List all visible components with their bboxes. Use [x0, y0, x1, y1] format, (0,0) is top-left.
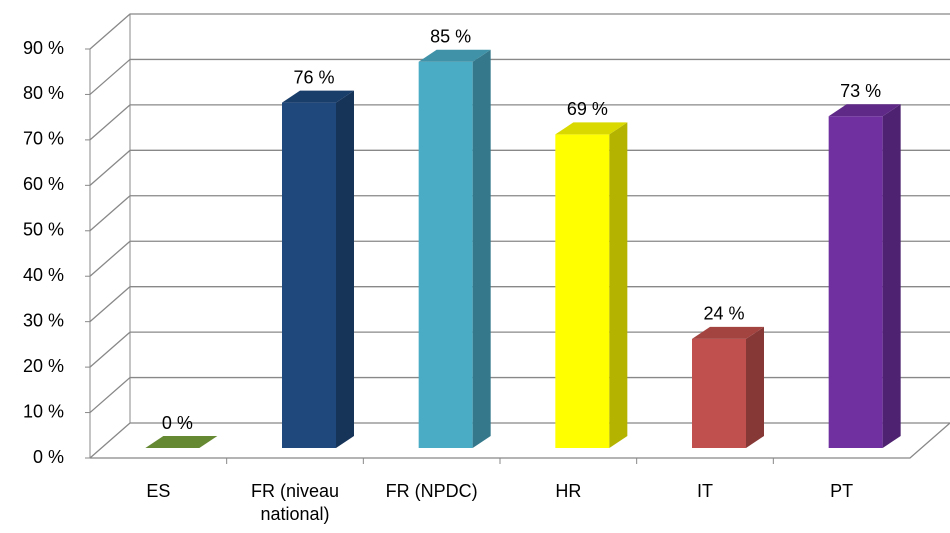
y-tick-label: 0 %: [33, 447, 64, 467]
bar-side: [336, 90, 354, 448]
bar: [418, 49, 491, 448]
bar: [828, 104, 901, 448]
y-tick-label: 90 %: [23, 38, 64, 58]
grid-line: [89, 13, 950, 50]
bar-side: [472, 49, 491, 448]
grid-line: [89, 104, 950, 141]
x-tick-label: HR: [555, 481, 582, 501]
y-tick-label: 20 %: [23, 356, 64, 376]
bar-front: [282, 102, 336, 448]
y-tick-label: 10 %: [23, 401, 64, 421]
value-label: 24 %: [703, 304, 744, 324]
y-tick-label: 30 %: [23, 310, 64, 330]
bar-top: [828, 104, 901, 117]
bar-side: [882, 104, 901, 448]
floor-edge: [90, 422, 950, 459]
value-label: 85 %: [430, 26, 471, 46]
bar-front: [692, 338, 746, 448]
x-tick-label: PT: [830, 481, 854, 501]
bar-top: [282, 90, 354, 103]
bar-top: [555, 122, 628, 135]
x-tick-label: FR (NPDC): [385, 481, 478, 501]
x-tick-label: FR (niveau national): [250, 481, 340, 524]
y-tick-label: 70 %: [23, 129, 64, 149]
y-tick-label: 60 %: [23, 174, 64, 194]
bar-front: [828, 116, 883, 448]
grid-line: [89, 376, 950, 414]
x-tick-label: IT: [697, 481, 713, 501]
bar: [145, 436, 218, 448]
grid-line: [89, 286, 950, 323]
y-tick-label: 80 %: [23, 83, 64, 103]
bar-side: [609, 122, 628, 448]
y-tick-label: 50 %: [23, 220, 64, 240]
value-label: 0 %: [162, 413, 193, 433]
grid-line: [89, 195, 950, 232]
x-tick-label: ES: [146, 481, 171, 501]
y-tick-label: 40 %: [23, 265, 64, 285]
bar-side: [746, 326, 764, 448]
bar-top: [145, 436, 218, 448]
value-label: 76 %: [293, 67, 334, 87]
grid-line: [89, 240, 950, 277]
grid-line: [89, 58, 950, 95]
bar: [555, 122, 628, 448]
bar-front: [555, 134, 610, 448]
bar-top: [692, 326, 764, 339]
bar-front: [418, 61, 473, 448]
grid-line: [89, 149, 950, 186]
grid-line: [89, 331, 950, 368]
bar: [692, 326, 764, 448]
bar-top: [418, 49, 491, 62]
value-label: 73 %: [840, 81, 881, 101]
value-label: 69 %: [567, 99, 608, 119]
bar: [282, 90, 354, 448]
grid-line: [89, 422, 950, 459]
